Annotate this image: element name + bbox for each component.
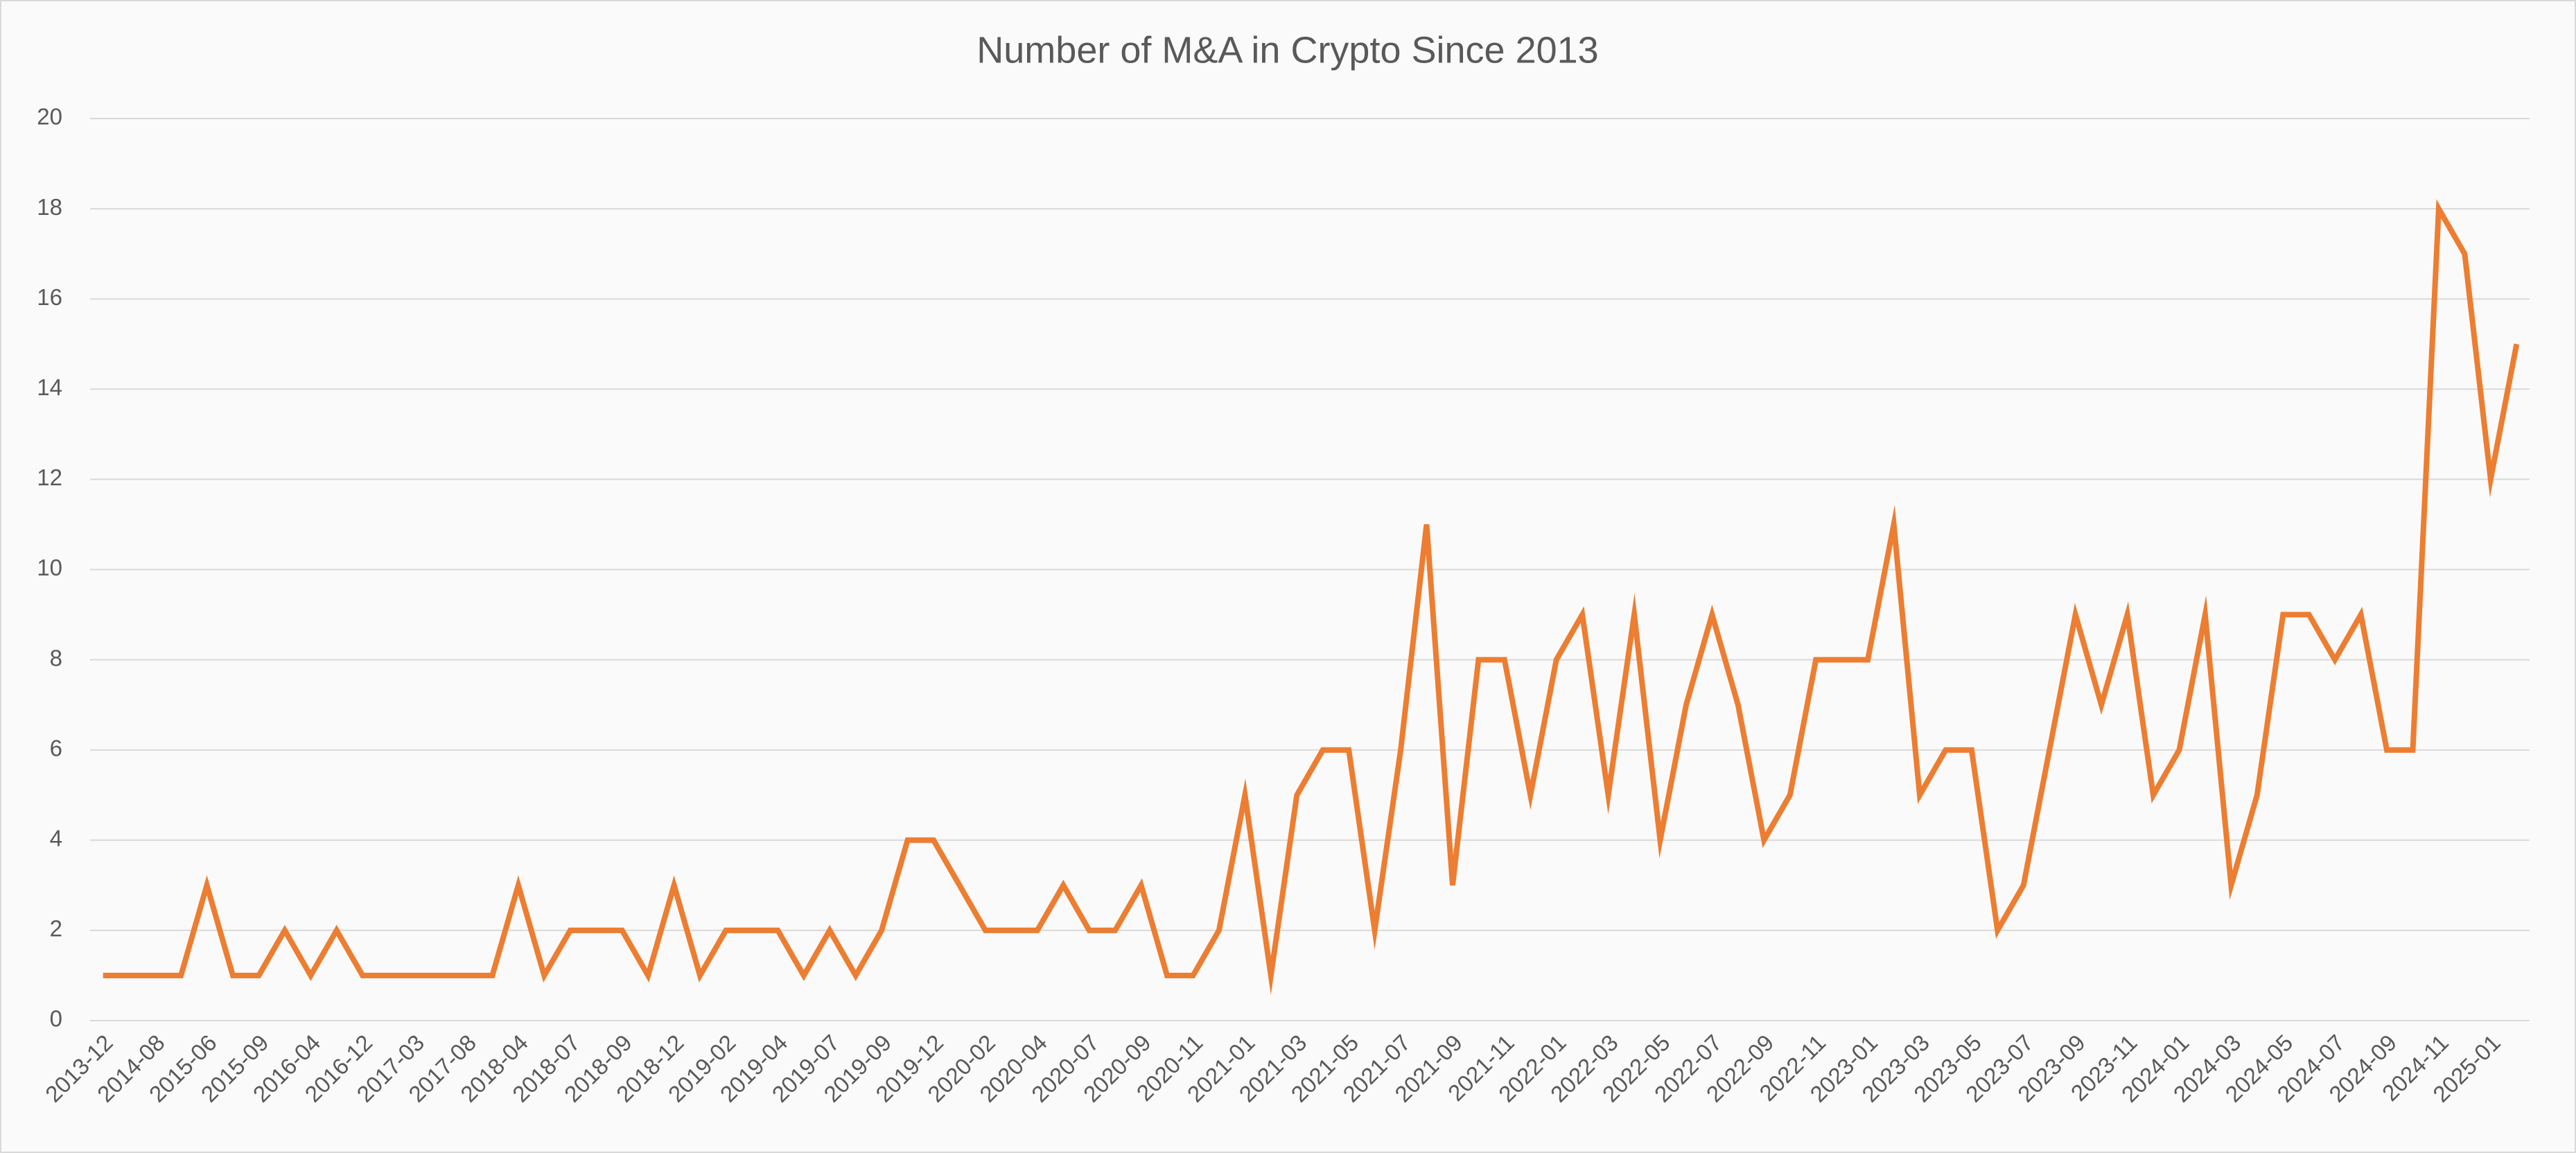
y-tick-label: 18	[37, 194, 62, 220]
chart-title: Number of M&A in Crypto Since 2013	[976, 29, 1598, 71]
y-tick-label: 6	[50, 735, 62, 761]
y-tick-label: 8	[50, 645, 62, 670]
y-tick-label: 16	[37, 284, 62, 310]
y-tick-label: 2	[50, 916, 62, 942]
y-tick-label: 4	[50, 826, 62, 851]
y-tick-label: 14	[37, 374, 62, 400]
y-tick-label: 10	[37, 555, 62, 580]
y-tick-label: 20	[37, 104, 62, 130]
y-tick-label: 0	[50, 1006, 62, 1032]
y-tick-label: 12	[37, 465, 62, 490]
data-line	[103, 199, 2520, 996]
